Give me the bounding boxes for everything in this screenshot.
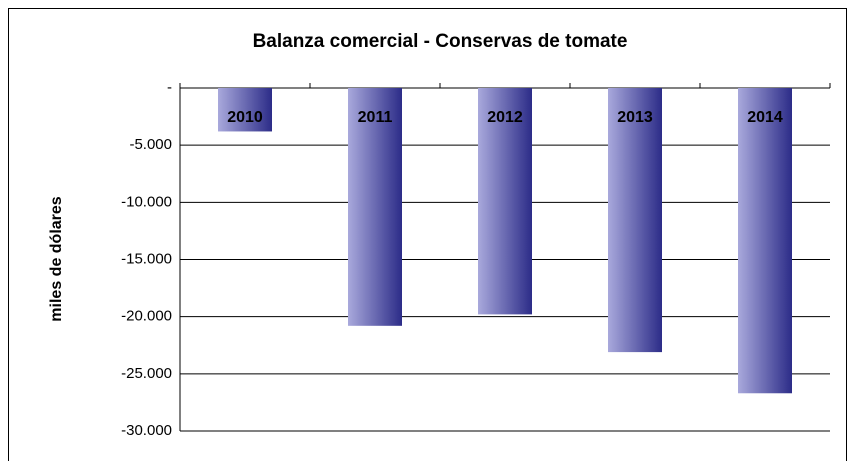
y-tick-label: -30.000 xyxy=(121,422,172,439)
bar xyxy=(738,88,792,394)
y-axis-label: miles de dólares xyxy=(48,196,65,321)
bar xyxy=(608,88,662,353)
y-tick-label: - xyxy=(167,79,172,96)
x-tick-label: 2013 xyxy=(617,109,653,126)
y-tick-label: -15.000 xyxy=(121,250,172,267)
chart-border xyxy=(8,8,847,461)
x-tick-label: 2014 xyxy=(747,109,783,126)
y-tick-label: -5.000 xyxy=(129,136,172,153)
chart-title: Balanza comercial - Conservas de tomate xyxy=(253,31,628,52)
bar xyxy=(478,88,532,315)
y-tick-label: -20.000 xyxy=(121,308,172,325)
x-tick-label: 2011 xyxy=(358,109,393,126)
y-tick-label: -25.000 xyxy=(121,365,172,382)
bar xyxy=(348,88,402,326)
bar xyxy=(218,88,272,132)
y-tick-label: -10.000 xyxy=(121,193,172,210)
x-tick-label: 2012 xyxy=(487,109,523,126)
x-tick-label: 2010 xyxy=(227,109,263,126)
